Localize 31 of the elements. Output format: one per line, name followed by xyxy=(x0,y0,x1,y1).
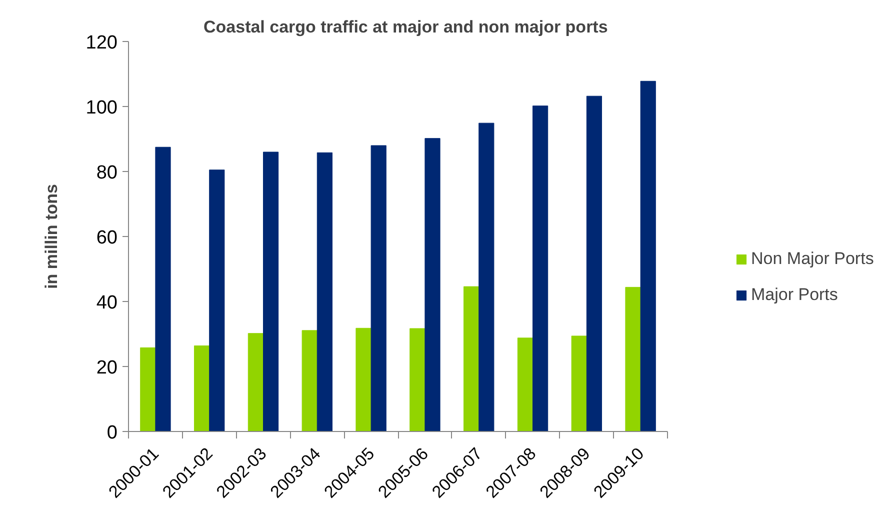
bar xyxy=(209,170,225,432)
bar xyxy=(640,80,656,432)
bar xyxy=(248,333,264,432)
bar xyxy=(464,286,480,432)
bar xyxy=(517,338,533,432)
legend-label: Major Ports xyxy=(751,285,838,305)
y-tick-label: 0 xyxy=(106,422,118,444)
bar xyxy=(571,336,587,432)
y-tick-label: 60 xyxy=(96,228,118,248)
bar xyxy=(356,328,372,432)
bar xyxy=(532,106,548,432)
bar xyxy=(302,330,318,432)
y-axis-title: in millin tons xyxy=(42,184,61,289)
y-tick-label: 40 xyxy=(96,292,118,314)
y-tick-label: 100 xyxy=(86,98,118,118)
bar xyxy=(370,145,386,432)
bar xyxy=(263,152,279,432)
bar xyxy=(410,328,426,432)
legend-label: Non Major Ports xyxy=(751,249,874,269)
bar xyxy=(194,345,210,432)
y-tick-label: 120 xyxy=(86,32,118,54)
bar xyxy=(478,122,494,432)
chart-title: Coastal cargo traffic at major and non major ports xyxy=(204,18,608,36)
bar xyxy=(155,146,171,432)
y-tick-label: 20 xyxy=(96,358,118,378)
y-tick-label: 80 xyxy=(96,162,118,184)
bar xyxy=(625,286,641,432)
bar xyxy=(316,152,332,432)
bar xyxy=(586,96,602,432)
bar xyxy=(140,347,156,432)
bar xyxy=(424,138,440,432)
